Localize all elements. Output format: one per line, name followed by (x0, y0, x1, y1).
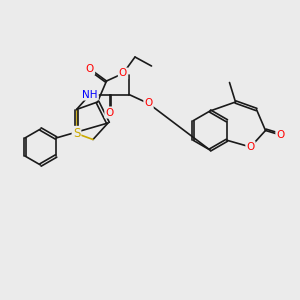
Text: O: O (276, 130, 285, 140)
Text: O: O (119, 68, 127, 79)
Text: S: S (73, 127, 80, 140)
Text: NH: NH (82, 89, 98, 100)
Text: O: O (246, 142, 255, 152)
Text: O: O (144, 98, 153, 109)
Text: O: O (105, 107, 114, 118)
Text: O: O (86, 64, 94, 74)
